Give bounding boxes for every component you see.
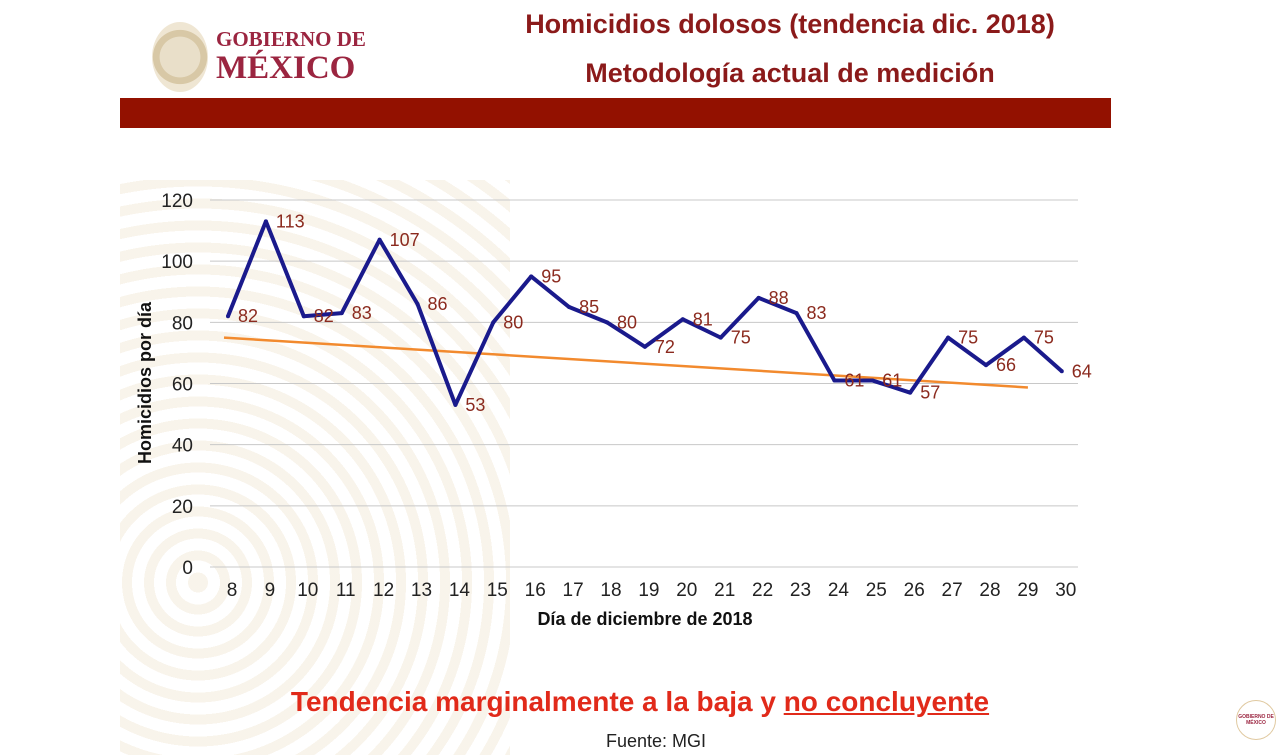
data-label: 75 [1034,328,1054,348]
x-tick-label: 26 [904,580,925,601]
data-point [377,237,382,242]
source-text: Fuente: MGI [605,731,707,751]
x-tick-label: 20 [676,580,697,601]
x-tick-label: 13 [411,580,432,601]
x-tick-label: 22 [752,580,773,601]
data-label: 57 [920,383,940,403]
data-point [1059,369,1064,374]
data-label: 72 [655,337,675,357]
x-tick-label: 15 [487,580,508,601]
x-tick-label: 12 [373,580,394,601]
corner-logo-watermark: GOBIERNO DE MÉXICO [1236,700,1276,740]
data-label: 88 [769,288,789,308]
x-tick-label: 14 [449,580,471,601]
decorative-background-pattern [120,180,510,755]
data-point [415,301,420,306]
logo-line-1: GOBIERNO DE [216,27,366,51]
data-point [263,219,268,224]
data-point [908,390,913,395]
data-label: 86 [428,294,448,314]
data-label: 83 [352,303,372,323]
conclusion-underlined: no concluyente [783,686,990,717]
data-label: 107 [390,230,420,250]
data-label: 64 [1072,361,1092,381]
x-tick-label: 11 [336,580,356,601]
x-tick-label: 16 [525,580,546,601]
data-label: 61 [844,370,864,390]
data-label: 61 [882,370,902,390]
data-point [567,305,572,310]
data-label: 95 [541,266,561,286]
x-tick-label: 28 [979,580,1000,601]
x-tick-label: 24 [828,580,850,601]
y-tick-label: 0 [182,558,193,579]
data-point [605,320,609,325]
data-label: 80 [617,312,637,332]
x-tick-label: 27 [942,580,963,601]
data-point [984,363,988,368]
x-tick-label: 25 [866,580,887,601]
x-tick-label: 23 [790,580,811,601]
data-point [339,311,344,316]
y-tick-label: 120 [161,191,193,212]
data-label: 80 [503,312,523,332]
data-point [832,378,837,383]
x-tick-label: 29 [1017,580,1038,601]
y-tick-label: 60 [172,375,193,396]
data-point [642,344,647,349]
data-label: 81 [693,309,713,329]
data-point [301,314,306,319]
x-tick-label: 18 [600,580,621,601]
y-tick-label: 40 [172,436,193,457]
y-tick-label: 80 [172,313,193,334]
data-label: 53 [465,395,485,415]
data-point [226,314,230,319]
trend-line [223,336,1028,389]
gobierno-de-mexico-logo: GOBIERNO DE MÉXICO [152,22,366,92]
x-tick-label: 19 [638,580,659,601]
x-tick-label: 21 [714,580,735,601]
data-label: 83 [807,303,827,323]
conclusion-prefix: Tendencia marginalmente a la baja y [290,686,784,717]
x-tick-label: 30 [1055,580,1076,601]
slide-title: Homicidios dolosos (tendencia dic. 2018) [525,9,1055,39]
x-tick-label: 8 [227,580,238,601]
y-tick-label: 100 [161,252,193,273]
x-tick-label: 10 [297,580,318,601]
data-point [946,335,951,340]
data-label: 82 [314,306,334,326]
national-seal-icon [152,22,208,92]
data-point [756,295,761,300]
data-point [1021,335,1026,340]
data-point [680,317,685,322]
x-axis-title: Día de diciembre de 2018 [537,609,752,629]
data-label: 82 [238,306,258,326]
data-label: 75 [958,328,978,348]
y-tick-label: 20 [172,497,193,518]
data-label: 66 [996,355,1016,375]
data-label: 75 [731,328,751,348]
logo-line-2: MÉXICO [216,50,356,86]
y-axis-title: Homicidios por día [135,301,155,464]
data-point [491,320,496,325]
data-point [718,335,723,340]
conclusion-text: Tendencia marginalmente a la baja y no c… [0,686,1280,718]
data-point [870,378,875,383]
x-tick-label: 17 [563,580,584,601]
data-point [794,311,799,316]
data-label: 113 [276,211,305,231]
x-tick-label: 9 [265,580,276,601]
data-label: 85 [579,297,599,317]
data-point [529,274,534,279]
header-band [120,98,1111,128]
data-point [453,402,458,407]
slide-subtitle: Metodología actual de medición [585,58,995,88]
